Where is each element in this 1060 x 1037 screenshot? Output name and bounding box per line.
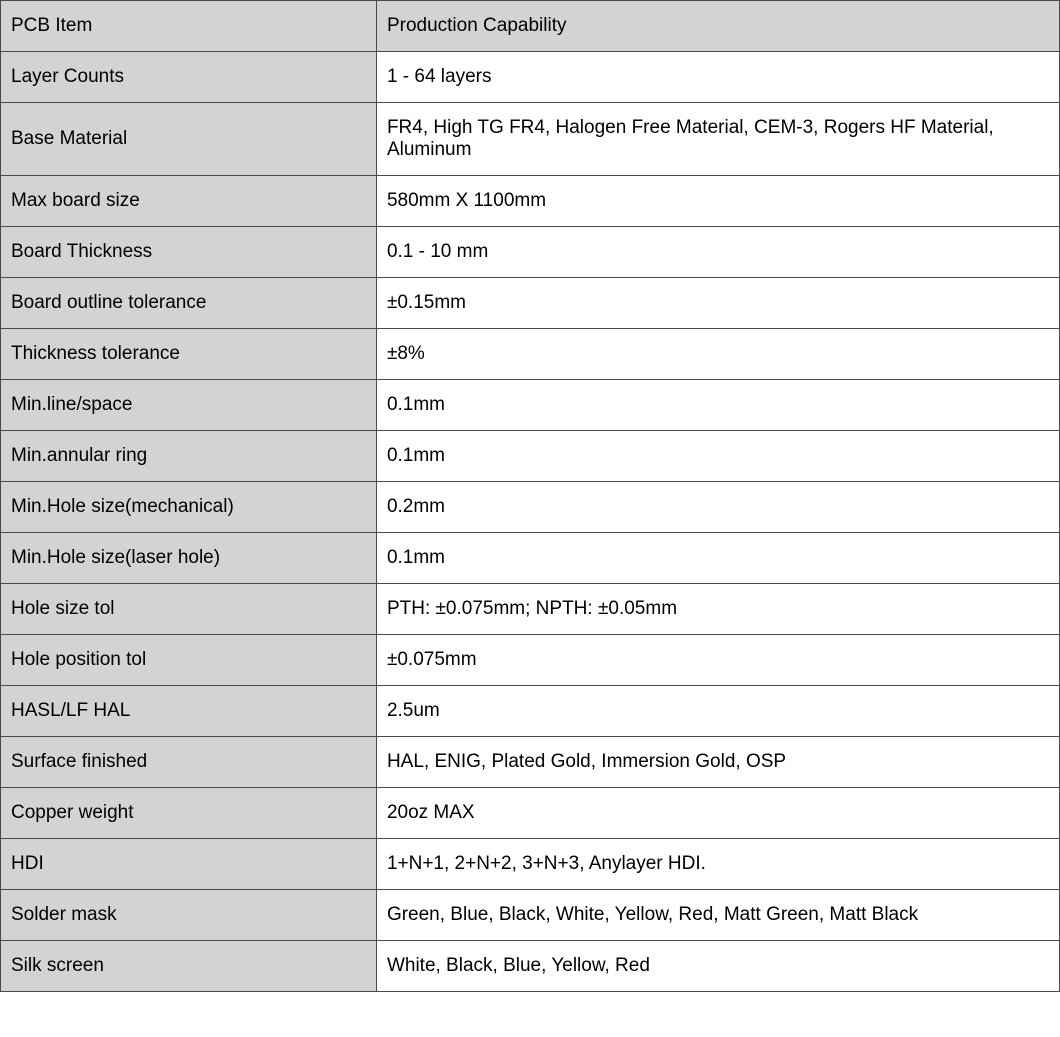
table-row: Layer Counts 1 - 64 layers — [1, 52, 1060, 103]
row-value: 0.1 - 10 mm — [376, 227, 1059, 278]
row-label: Copper weight — [1, 788, 377, 839]
row-value: 1 - 64 layers — [376, 52, 1059, 103]
row-value: ±0.15mm — [376, 278, 1059, 329]
table-row: HASL/LF HAL 2.5um — [1, 686, 1060, 737]
table-row: Board Thickness 0.1 - 10 mm — [1, 227, 1060, 278]
pcb-capability-table: PCB Item Production Capability Layer Cou… — [0, 0, 1060, 992]
table-row: Min.Hole size(laser hole) 0.1mm — [1, 533, 1060, 584]
row-label: Min.line/space — [1, 380, 377, 431]
table-row: Min.annular ring 0.1mm — [1, 431, 1060, 482]
table-row: Board outline tolerance ±0.15mm — [1, 278, 1060, 329]
table-row: HDI 1+N+1, 2+N+2, 3+N+3, Anylayer HDI. — [1, 839, 1060, 890]
row-value: ±8% — [376, 329, 1059, 380]
row-value: 2.5um — [376, 686, 1059, 737]
row-value: 0.1mm — [376, 380, 1059, 431]
row-value: 580mm X 1100mm — [376, 176, 1059, 227]
table-row: Copper weight 20oz MAX — [1, 788, 1060, 839]
row-value: 0.1mm — [376, 533, 1059, 584]
row-label: Layer Counts — [1, 52, 377, 103]
table-row: Min.line/space 0.1mm — [1, 380, 1060, 431]
table-row: Max board size 580mm X 1100mm — [1, 176, 1060, 227]
row-value: HAL, ENIG, Plated Gold, Immersion Gold, … — [376, 737, 1059, 788]
row-value: 20oz MAX — [376, 788, 1059, 839]
table-row: Thickness tolerance ±8% — [1, 329, 1060, 380]
row-label: Surface finished — [1, 737, 377, 788]
row-value: 1+N+1, 2+N+2, 3+N+3, Anylayer HDI. — [376, 839, 1059, 890]
row-value: ±0.075mm — [376, 635, 1059, 686]
row-value: 0.1mm — [376, 431, 1059, 482]
row-label: Thickness tolerance — [1, 329, 377, 380]
row-label: Min.annular ring — [1, 431, 377, 482]
table-row: Base Material FR4, High TG FR4, Halogen … — [1, 103, 1060, 176]
table-header-row: PCB Item Production Capability — [1, 1, 1060, 52]
table-row: Solder mask Green, Blue, Black, White, Y… — [1, 890, 1060, 941]
row-label: Base Material — [1, 103, 377, 176]
row-label: Board outline tolerance — [1, 278, 377, 329]
row-label: Hole size tol — [1, 584, 377, 635]
table-row: Min.Hole size(mechanical) 0.2mm — [1, 482, 1060, 533]
row-label: Min.Hole size(mechanical) — [1, 482, 377, 533]
table-row: Hole size tol PTH: ±0.075mm; NPTH: ±0.05… — [1, 584, 1060, 635]
row-value: Green, Blue, Black, White, Yellow, Red, … — [376, 890, 1059, 941]
table-row: Silk screen White, Black, Blue, Yellow, … — [1, 941, 1060, 992]
row-label: Silk screen — [1, 941, 377, 992]
header-pcb-item: PCB Item — [1, 1, 377, 52]
row-label: HDI — [1, 839, 377, 890]
table-row: Hole position tol ±0.075mm — [1, 635, 1060, 686]
table-body: Layer Counts 1 - 64 layers Base Material… — [1, 52, 1060, 992]
row-label: Solder mask — [1, 890, 377, 941]
row-label: Min.Hole size(laser hole) — [1, 533, 377, 584]
row-label: Max board size — [1, 176, 377, 227]
header-production-capability: Production Capability — [376, 1, 1059, 52]
row-value: 0.2mm — [376, 482, 1059, 533]
row-value: FR4, High TG FR4, Halogen Free Material,… — [376, 103, 1059, 176]
table-row: Surface finished HAL, ENIG, Plated Gold,… — [1, 737, 1060, 788]
row-label: Board Thickness — [1, 227, 377, 278]
row-value: PTH: ±0.075mm; NPTH: ±0.05mm — [376, 584, 1059, 635]
row-label: Hole position tol — [1, 635, 377, 686]
row-value: White, Black, Blue, Yellow, Red — [376, 941, 1059, 992]
row-label: HASL/LF HAL — [1, 686, 377, 737]
